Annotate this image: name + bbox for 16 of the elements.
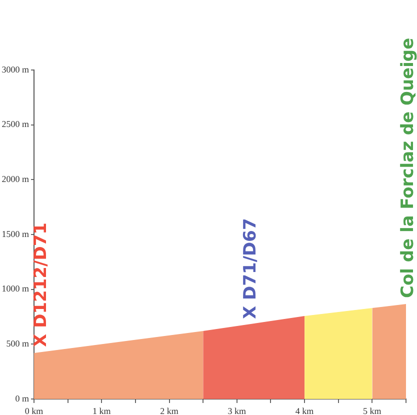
y-tick-label: 500 m: [6, 338, 29, 349]
y-tick-label: 3000 m: [2, 64, 29, 74]
annotation: X D71/D67: [240, 218, 261, 319]
x-tick-label: 5 km: [363, 406, 382, 415]
y-tick-label: 0 m: [15, 393, 29, 404]
y-tick-label: 1000 m: [2, 284, 29, 294]
y-tick-label: 2500 m: [2, 119, 29, 130]
y-tick-label: 2000 m: [2, 174, 29, 184]
x-tick-label: 1 km: [92, 406, 111, 415]
annotation: Col de la Forclaz de Queige: [398, 38, 417, 298]
annotation: X D1212/D71: [31, 222, 51, 347]
x-tick-label: 4 km: [295, 406, 314, 415]
x-tick-label: 0 km: [24, 406, 44, 415]
x-tick-label: 2 km: [160, 406, 178, 415]
x-tick-label: 3 km: [228, 406, 246, 415]
y-tick-label: 1500 m: [2, 228, 29, 239]
